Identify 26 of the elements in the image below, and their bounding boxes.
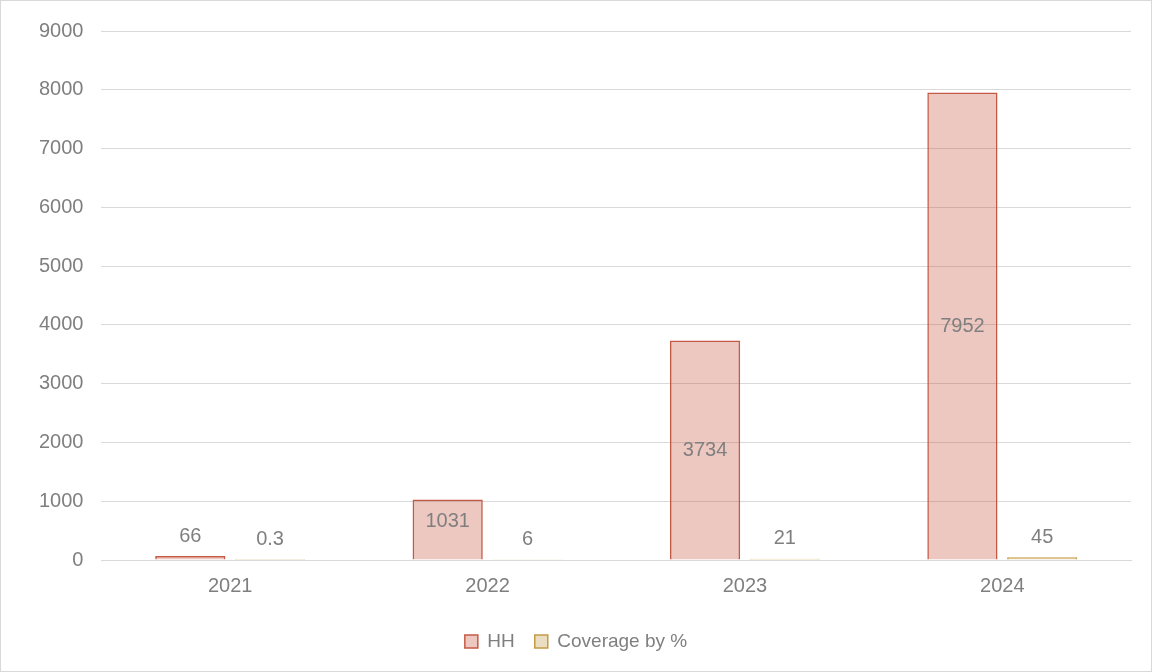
x-tick-label: 2021 — [207, 573, 253, 596]
data-label: 1031 — [425, 508, 470, 531]
data-label: 7952 — [940, 313, 985, 336]
x-tick-label: 2022 — [465, 573, 510, 596]
data-label: 45 — [1031, 524, 1054, 547]
data-label: 6 — [521, 527, 534, 550]
y-tick-label: 3000 — [38, 371, 84, 394]
data-label: 21 — [773, 526, 796, 549]
data-label: 0.3 — [256, 527, 284, 550]
legend-label: Coverage by % — [557, 629, 688, 651]
data-label: 66 — [179, 523, 202, 546]
x-tick-label: 2023 — [722, 573, 768, 596]
y-tick-label: 8000 — [38, 77, 84, 100]
y-tick-label: 5000 — [38, 253, 84, 276]
y-tick-label: 9000 — [38, 18, 84, 41]
x-tick-label: 2024 — [980, 573, 1025, 596]
y-tick-label: 7000 — [38, 136, 84, 159]
legend-label: HH — [487, 629, 515, 651]
y-tick-label: 6000 — [38, 194, 84, 217]
bar — [669, 340, 741, 560]
y-tick-label: 2000 — [38, 429, 84, 452]
y-tick-label: 4000 — [38, 312, 84, 335]
data-label: 3734 — [682, 437, 728, 460]
y-tick-label: 1000 — [38, 488, 84, 511]
y-tick-label: 0 — [72, 547, 84, 570]
bar — [927, 92, 998, 560]
